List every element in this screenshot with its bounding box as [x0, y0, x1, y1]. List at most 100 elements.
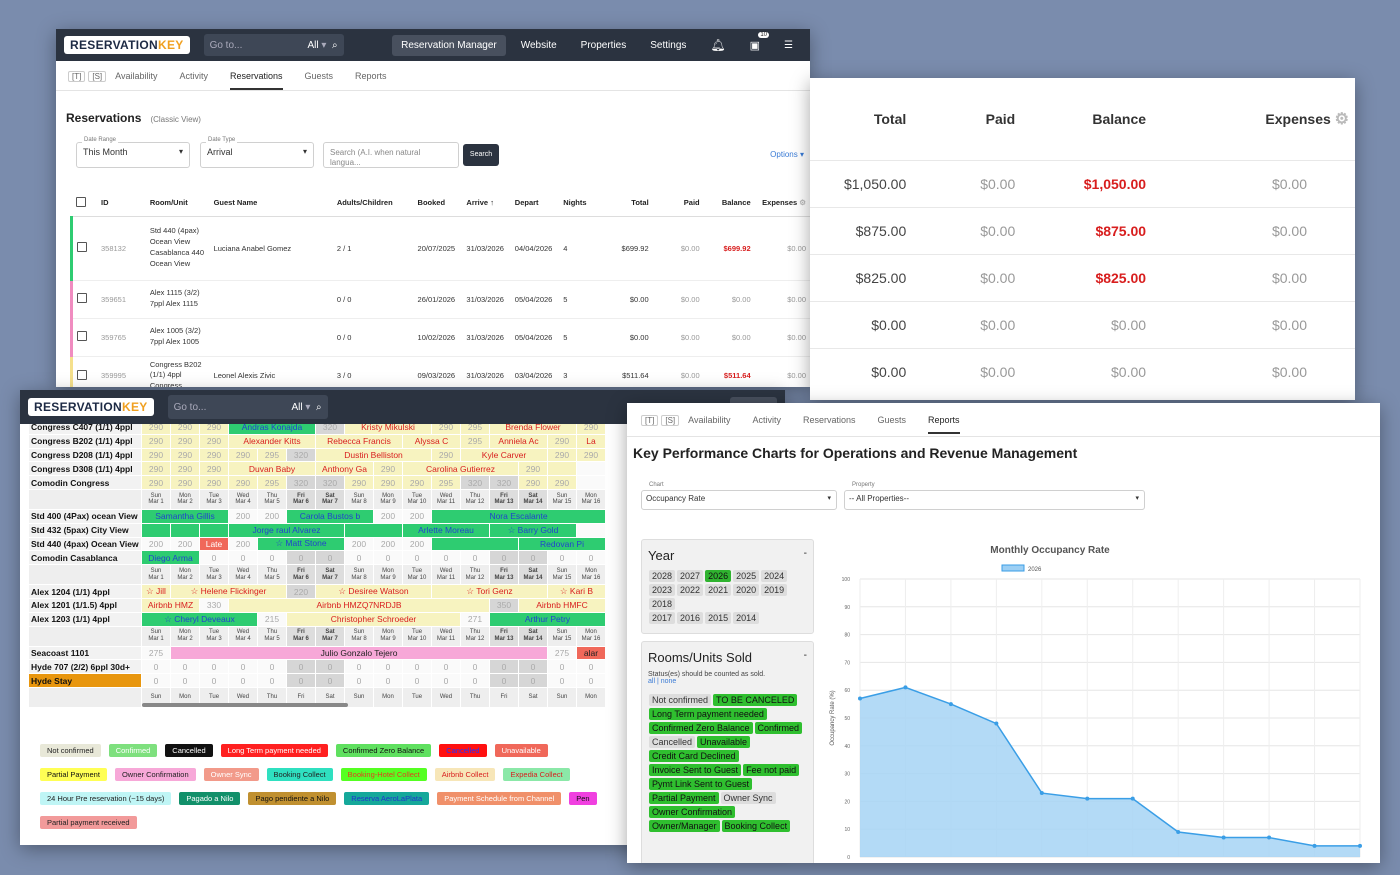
reservation-id[interactable]: 358132	[96, 216, 146, 281]
data-point[interactable]	[1358, 843, 1362, 848]
col-balance[interactable]: Balance	[1092, 110, 1147, 127]
horizontal-scrollbar[interactable]	[142, 703, 348, 707]
tab-reports[interactable]: Reports	[928, 415, 960, 434]
logo[interactable]: RESERVATIONKEY	[28, 398, 154, 416]
data-point[interactable]	[903, 685, 908, 690]
year-chip[interactable]: 2017	[649, 612, 676, 624]
rate-cell[interactable]: 0	[402, 673, 432, 688]
rate-cell[interactable]: 290	[373, 461, 403, 477]
summary-row[interactable]: $1,050.00 $0.00 $1,050.00 $0.00	[810, 159, 1355, 207]
status-chip[interactable]: Invoice Sent to Guest	[649, 764, 742, 776]
reservation-bar[interactable]: Alexander Kitts	[228, 433, 316, 449]
room-name[interactable]: Comodin Casablanca	[28, 550, 142, 566]
room-name[interactable]: Alex 1201 (1/1.5) 4ppl	[28, 597, 142, 613]
rate-cell[interactable]	[576, 461, 606, 477]
reservation-bar[interactable]: Kristy Mikulski	[344, 424, 432, 435]
rate-cell[interactable]: 290	[199, 461, 229, 477]
select-all-link[interactable]: all	[648, 678, 656, 685]
nav-properties[interactable]: Properties	[580, 39, 627, 51]
rate-cell[interactable]: 0	[228, 673, 258, 688]
guest-name[interactable]	[209, 280, 333, 319]
status-chip[interactable]: Confirmed Zero Balance	[649, 722, 753, 734]
status-chip[interactable]: TO BE CANCELED	[713, 694, 798, 706]
room-name[interactable]: Hyde Stay	[28, 673, 142, 688]
nav-website[interactable]: Website	[520, 39, 557, 51]
rate-cell[interactable]: 200	[344, 536, 374, 552]
rate-cell[interactable]: 0	[315, 673, 345, 688]
reservation-bar[interactable]: Nora Escalante	[431, 508, 606, 524]
rate-cell[interactable]: 200	[402, 536, 432, 552]
col-guest[interactable]: Guest Name	[209, 190, 333, 217]
reservation-bar[interactable]: Andras Konajda	[228, 424, 316, 435]
date-range-select[interactable]: Date Range This Month ▾	[76, 137, 190, 168]
rate-cell[interactable]: 290	[170, 475, 200, 490]
room-name[interactable]: Congress C407 (1/1) 4ppl	[28, 424, 142, 435]
search-icon[interactable]: ⌕	[315, 401, 322, 413]
property-select[interactable]: Property -- All Properties-- ▾	[844, 482, 1145, 510]
rate-cell[interactable]: 350	[489, 597, 519, 613]
rate-cell[interactable]: 0	[199, 673, 229, 688]
select-none-link[interactable]: none	[660, 678, 677, 685]
rate-cell[interactable]: 0	[344, 659, 374, 675]
year-chip[interactable]: 2016	[677, 612, 704, 624]
status-chip[interactable]: Confirmed	[754, 722, 803, 734]
rate-cell[interactable]: 0	[547, 673, 577, 688]
room-name[interactable]: Alex 1204 (1/1) 4ppl	[28, 584, 142, 599]
rate-cell[interactable]: 290	[518, 461, 548, 477]
rate-cell[interactable]: 0	[170, 673, 200, 688]
rate-cell[interactable]: 290	[518, 475, 548, 490]
rate-cell[interactable]	[199, 522, 229, 538]
rate-cell[interactable]: 0	[576, 673, 606, 688]
reservation-bar[interactable]: ☆ Helene Flickinger	[170, 584, 287, 599]
rate-cell[interactable]: 330	[199, 597, 229, 613]
row-checkbox[interactable]	[69, 280, 97, 319]
rate-cell[interactable]	[141, 522, 171, 538]
row-checkbox[interactable]	[69, 356, 97, 387]
rate-cell[interactable]: 275	[547, 645, 577, 661]
rate-cell[interactable]: 0	[460, 673, 490, 688]
col-total[interactable]: Total	[873, 110, 907, 127]
rate-cell[interactable]: 220	[286, 584, 316, 599]
year-chip[interactable]: 2021	[705, 584, 732, 596]
tab-reports[interactable]: Reports	[355, 70, 387, 81]
rate-cell[interactable]: 0	[228, 659, 258, 675]
col-paid[interactable]: Paid	[652, 190, 704, 217]
reservation-bar[interactable]: ☆ Cheryl Deveaux	[141, 611, 258, 627]
gear-icon[interactable]: ⚙	[797, 198, 806, 208]
reservation-bar[interactable]: Samantha Gillis	[141, 508, 229, 524]
room-name[interactable]: Hyde 707 (2/2) 6ppl 30d+	[28, 659, 142, 675]
rate-cell[interactable]: 0	[547, 659, 577, 675]
reservation-bar[interactable]: Kyle Carver	[460, 447, 548, 463]
rate-cell[interactable]: 290	[431, 447, 461, 463]
rate-cell[interactable]: 295	[431, 475, 461, 490]
rate-cell[interactable]: 290	[344, 475, 374, 490]
reservation-id[interactable]: 359651	[96, 280, 146, 319]
goto-search-input[interactable]: Go to... All ▾ ⌕	[167, 395, 328, 419]
rate-cell[interactable]: 0	[431, 673, 461, 688]
reservation-bar[interactable]: ☆ Matt Stone	[257, 536, 345, 552]
status-chip[interactable]: Fee not paid	[743, 764, 800, 776]
search-icon[interactable]: ⌕	[331, 39, 338, 51]
rate-cell[interactable]: 320	[286, 447, 316, 463]
rate-cell[interactable]	[576, 475, 606, 490]
rate-cell[interactable]: 295	[257, 447, 287, 463]
summary-row[interactable]: $825.00 $0.00 $825.00 $0.00	[810, 253, 1355, 301]
rate-cell[interactable]: 275	[141, 645, 171, 661]
reservation-bar[interactable]: Airbnb HMFC	[518, 597, 606, 613]
reservation-bar[interactable]: La	[576, 433, 606, 449]
summary-row[interactable]: $875.00 $0.00 $875.00 $0.00	[810, 206, 1355, 254]
status-chip[interactable]: Credit Card Declined	[649, 750, 739, 762]
rate-cell[interactable]: 0	[489, 673, 519, 688]
reservation-bar[interactable]: ☆ Desiree Watson	[315, 584, 432, 599]
col-room[interactable]: Room/Unit	[145, 190, 210, 217]
rate-cell[interactable]: 0	[199, 659, 229, 675]
col-balance[interactable]: Balance	[703, 190, 755, 217]
room-name[interactable]: Seacoast 1101	[28, 645, 142, 661]
year-chip[interactable]: 2020	[733, 584, 760, 596]
rate-cell[interactable]: 290	[199, 475, 229, 490]
row-checkbox-box[interactable]	[77, 369, 87, 380]
rate-cell[interactable]: 0	[547, 550, 577, 566]
rate-cell[interactable]: 290	[199, 447, 229, 463]
rate-cell[interactable]: 0	[257, 673, 287, 688]
row-checkbox[interactable]	[69, 216, 97, 281]
